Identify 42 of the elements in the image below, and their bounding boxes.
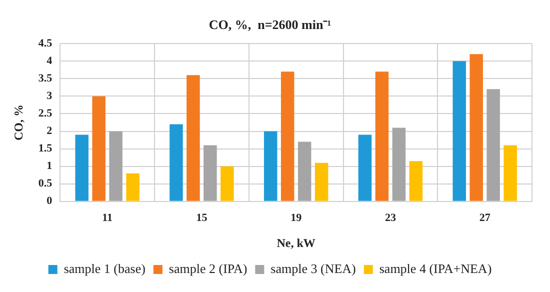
bar: [470, 54, 483, 201]
bar: [170, 124, 183, 201]
x-tick-label: 27: [479, 212, 491, 224]
bar: [126, 173, 140, 201]
y-tick-label: 4: [46, 54, 53, 67]
y-tick-label: 1: [46, 160, 52, 172]
bar: [220, 166, 234, 201]
bar: [186, 75, 200, 201]
bar: [486, 89, 500, 201]
bar: [358, 134, 372, 201]
x-axis-title: Ne, kW: [276, 236, 316, 250]
bar: [204, 145, 217, 201]
bar: [375, 72, 389, 201]
y-tick-label: 3: [46, 90, 53, 102]
x-tick-label: 23: [384, 212, 396, 224]
legend-label: sample 1 (base): [64, 260, 146, 276]
bar: [92, 96, 106, 201]
y-tick-label: 0: [46, 195, 53, 208]
bar: [409, 161, 423, 201]
bar: [314, 162, 328, 201]
y-tick-label: 2.5: [38, 108, 53, 120]
x-tick-label: 19: [290, 212, 302, 224]
bar: [109, 131, 122, 201]
bar: [298, 142, 312, 201]
bar: [264, 131, 278, 201]
bar: [75, 134, 88, 201]
y-tick-label: 3.5: [38, 72, 53, 85]
y-axis-title: CO, %: [11, 104, 26, 140]
x-tick-label: 11: [102, 212, 113, 224]
legend-label: sample 3 (NEA): [270, 260, 356, 276]
legend-label: sample 4 (IPA+NEA): [379, 260, 492, 276]
legend-label: sample 2 (IPA): [168, 260, 248, 276]
y-tick-label: 1.5: [38, 142, 53, 155]
bar: [504, 145, 517, 201]
chart-title: CO, %, n=2600 min⁻¹: [208, 17, 332, 32]
y-tick-label: 0.5: [38, 178, 53, 190]
x-tick-label: 15: [196, 212, 208, 224]
y-tick-label: 4.5: [38, 37, 53, 50]
y-tick-label: 2: [46, 125, 53, 138]
bar: [280, 72, 294, 201]
bar: [392, 128, 406, 201]
bar: [452, 61, 466, 201]
